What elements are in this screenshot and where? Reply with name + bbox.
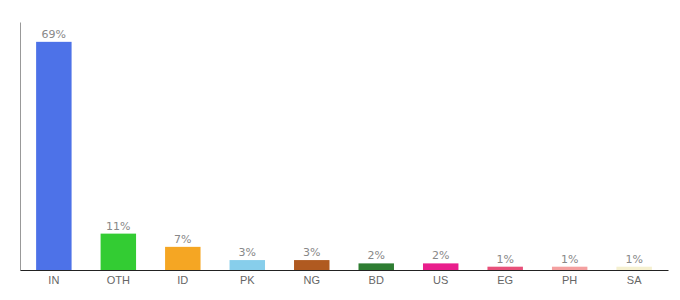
data-label: 3% bbox=[303, 246, 320, 259]
chart: IN OTH ID PK NG BD US EG PH SA 69% 11% 7% 3% 3% 2% 2% 1% 1… bbox=[0, 0, 680, 300]
data-label: 1% bbox=[496, 253, 513, 266]
bar bbox=[294, 260, 329, 270]
bar bbox=[616, 267, 651, 270]
data-label: 1% bbox=[625, 253, 642, 266]
y-axis-line bbox=[20, 23, 21, 271]
bar bbox=[165, 247, 200, 270]
x-tick: IN bbox=[48, 274, 59, 286]
bar bbox=[552, 267, 587, 270]
x-axis-line bbox=[21, 270, 669, 271]
x-tick-label: EG bbox=[497, 274, 513, 286]
x-tick: SA bbox=[627, 274, 642, 286]
data-label: 2% bbox=[368, 249, 385, 262]
bar bbox=[101, 234, 136, 270]
data-label: 3% bbox=[239, 246, 256, 259]
x-tick-label: PK bbox=[240, 274, 255, 286]
data-label: 1% bbox=[561, 253, 578, 266]
x-tick-label: OTH bbox=[107, 274, 130, 286]
x-tick: PK bbox=[240, 274, 255, 286]
y-axis bbox=[20, 23, 21, 271]
x-tick: US bbox=[433, 274, 448, 286]
bar bbox=[230, 260, 265, 270]
data-label: 11% bbox=[106, 220, 130, 233]
data-label: 2% bbox=[432, 249, 449, 262]
x-tick-label: PH bbox=[562, 274, 577, 286]
x-tick-label: BD bbox=[369, 274, 384, 286]
x-tick-label: SA bbox=[627, 274, 642, 286]
bars bbox=[36, 42, 652, 270]
bar bbox=[423, 263, 458, 270]
x-tick: ID bbox=[177, 274, 188, 286]
x-tick-label: US bbox=[433, 274, 448, 286]
x-tick-label: ID bbox=[177, 274, 188, 286]
x-tick: PH bbox=[562, 274, 577, 286]
x-tick: OTH bbox=[107, 274, 130, 286]
data-label: 7% bbox=[174, 233, 191, 246]
bar bbox=[487, 267, 522, 270]
plot: IN OTH ID PK NG BD US EG PH SA 69% 11% 7% 3% 3% 2% 2% 1% 1… bbox=[21, 23, 669, 286]
bar bbox=[36, 42, 71, 270]
bar bbox=[359, 263, 394, 270]
data-labels: 69% 11% 7% 3% 3% 2% 2% 1% 1% 1% bbox=[42, 28, 643, 266]
x-tick-label: NG bbox=[304, 274, 321, 286]
x-tick-label: IN bbox=[48, 274, 59, 286]
x-tick: BD bbox=[369, 274, 384, 286]
x-tick: NG bbox=[304, 274, 321, 286]
data-label: 69% bbox=[42, 28, 66, 41]
x-tick: EG bbox=[497, 274, 513, 286]
x-axis: IN OTH ID PK NG BD US EG PH SA bbox=[21, 271, 669, 286]
